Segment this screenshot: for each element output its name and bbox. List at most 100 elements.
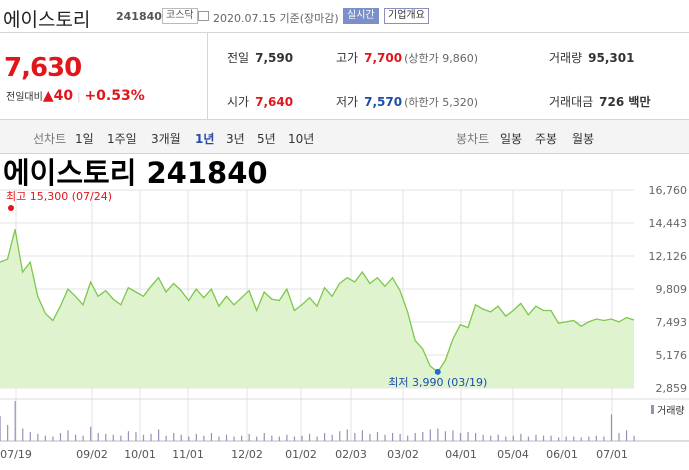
volume-bar — [97, 433, 99, 441]
volume-bar — [610, 414, 613, 441]
volume-bar — [550, 435, 552, 441]
volume-bar — [218, 436, 220, 441]
x-tick-label: 10/01 — [124, 448, 156, 461]
low-price: 저가 7,570 (하한가 5,320) — [336, 95, 478, 109]
volume-bar — [414, 433, 416, 441]
volume-bar — [37, 433, 39, 441]
trade-value: 거래대금 726 백만 — [549, 95, 651, 109]
calendar-icon — [198, 11, 209, 21]
volume-bar — [429, 429, 431, 441]
x-tick-label: 11/01 — [172, 448, 204, 461]
volume-bar — [74, 434, 77, 441]
price-area — [0, 229, 634, 388]
volume-bar — [497, 434, 499, 441]
volume-bar — [527, 436, 530, 441]
high-price: 고가 7,700 (상한가 9,860) — [336, 51, 478, 65]
volume-bar — [391, 433, 394, 441]
volume-bar — [399, 433, 401, 441]
x-tick-label: 04/01 — [445, 448, 477, 461]
y-tick-label: 2,859 — [656, 382, 688, 395]
volume-legend-label: 거래량 — [657, 405, 685, 417]
volume-bar — [210, 433, 213, 441]
volume-bar — [475, 433, 477, 441]
volume-bar — [339, 431, 341, 441]
volume-bar — [14, 401, 16, 441]
volume-bar — [316, 436, 318, 441]
volume-bar — [505, 436, 507, 441]
volume-bar — [542, 435, 545, 441]
stock-code: 241840 — [116, 10, 162, 23]
volume-bar — [44, 435, 46, 441]
volume-bar — [331, 434, 333, 441]
volume-bar — [444, 431, 447, 441]
volume-bar — [82, 435, 84, 441]
x-tick-label: 05/04 — [497, 448, 529, 461]
period-tabs: 선차트 1일 1주일 3개월 1년 3년 5년 10년 봉차트 일봉 주봉 월봉 — [0, 120, 689, 154]
tab-10y[interactable]: 10년 — [288, 132, 315, 146]
volume-bar — [573, 436, 575, 441]
volume-bar — [422, 432, 424, 441]
volume-bar — [67, 430, 69, 441]
stock-name: 에이스토리 — [3, 9, 91, 31]
candle-chart-label: 봉차트 — [456, 132, 490, 146]
volume-bar — [233, 436, 235, 441]
volume-bar — [105, 433, 107, 441]
volume-bar — [520, 433, 522, 441]
y-tick-label: 5,176 — [656, 349, 688, 362]
price-line — [0, 229, 635, 373]
line-chart-label: 선차트 — [33, 132, 67, 146]
volume-bar — [135, 432, 137, 441]
volume-bar — [558, 437, 560, 441]
volume-bar — [165, 435, 167, 441]
tab-weekly[interactable]: 주봉 — [535, 132, 558, 146]
tab-1y[interactable]: 1년 — [195, 132, 215, 146]
tab-daily[interactable]: 일봉 — [500, 132, 523, 146]
price-change: 전일대비▲40 | +0.53% — [6, 88, 145, 104]
y-tick-label: 7,493 — [656, 316, 688, 329]
volume-bar — [256, 436, 258, 441]
volume-bar — [565, 436, 567, 441]
quote-summary: 7,630 전일대비▲40 | +0.53% 전일 7,590 고가 7,700 (상한가… — [0, 33, 689, 120]
x-tick-label: 09/02 — [76, 448, 108, 461]
volume-legend-swatch — [651, 405, 654, 414]
volume-bar — [180, 434, 182, 441]
y-tick-label: 14,443 — [649, 217, 688, 230]
tab-1w[interactable]: 1주일 — [107, 132, 137, 146]
volume-bar — [308, 433, 311, 441]
volume-bar — [7, 425, 9, 441]
x-tick-label: 06/01 — [546, 448, 578, 461]
volume-bar — [150, 433, 152, 441]
volume-bar — [437, 428, 439, 441]
realtime-button[interactable]: 실시간 — [343, 8, 379, 24]
volume-bar — [625, 430, 628, 441]
volume-bar — [127, 431, 130, 441]
volume-bar — [173, 433, 175, 441]
x-tick-label: 02/03 — [335, 448, 367, 461]
stock-header: 에이스토리 241840 코스닥 2020.07.15 기준(장마감) 실시간 … — [0, 0, 689, 33]
volume-bar — [271, 435, 273, 441]
volume-bar — [142, 434, 145, 441]
tab-1d[interactable]: 1일 — [75, 132, 94, 146]
volume-bar — [384, 434, 386, 441]
volume-bar — [286, 434, 288, 441]
tab-3y[interactable]: 3년 — [226, 132, 245, 146]
change-percent: +0.53% — [84, 88, 145, 104]
volume-bar — [112, 434, 114, 441]
tab-5y[interactable]: 5년 — [257, 132, 276, 146]
volume-bar — [263, 433, 265, 441]
volume-bar — [482, 434, 484, 441]
min-label: 최저 3,990 (03/19) — [388, 376, 487, 389]
volume-bar — [490, 435, 492, 441]
y-tick-label: 16,760 — [649, 184, 688, 197]
tab-monthly[interactable]: 월봉 — [572, 132, 595, 146]
volume-bar — [188, 436, 190, 441]
volume-bar — [588, 436, 590, 441]
volume-bar — [376, 432, 379, 441]
volume-bar — [369, 433, 371, 441]
x-tick-label: 01/02 — [285, 448, 317, 461]
market-badge: 코스닥 — [162, 8, 198, 24]
volume-bar — [467, 432, 469, 441]
tab-3m[interactable]: 3개월 — [151, 132, 181, 146]
company-overview-button[interactable]: 기업개요 — [384, 8, 429, 24]
